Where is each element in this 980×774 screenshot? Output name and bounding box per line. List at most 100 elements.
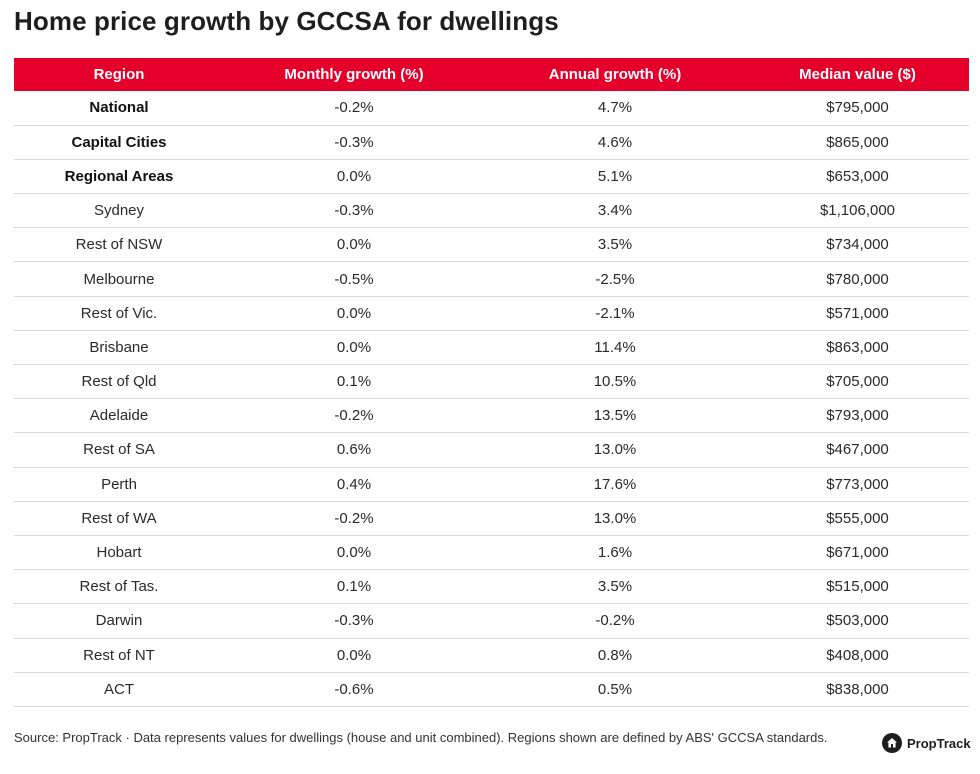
cell-monthly-growth: 0.6%: [336, 441, 372, 459]
cell-monthly-growth: -0.6%: [334, 680, 374, 698]
house-icon: [882, 733, 902, 753]
cell-median-value: $793,000: [826, 407, 889, 425]
column-header-monthly-growth: Monthly growth (%): [284, 66, 424, 83]
cell-annual-growth: 1.6%: [597, 544, 633, 562]
cell-annual-growth: 3.4%: [597, 202, 633, 220]
cell-region: Rest of NSW: [75, 236, 163, 254]
cell-region: ACT: [104, 680, 134, 698]
cell-monthly-growth: -0.2%: [334, 99, 374, 117]
cell-region: Rest of WA: [81, 509, 157, 527]
cell-median-value: $838,000: [826, 680, 889, 698]
cell-annual-growth: 3.5%: [597, 578, 633, 596]
cell-median-value: $515,000: [826, 578, 889, 596]
table-header-row: Region Monthly growth (%) Annual growth …: [14, 58, 969, 91]
cell-region: Regional Areas: [64, 167, 174, 185]
cell-median-value: $865,000: [826, 133, 889, 151]
cell-region: Perth: [101, 475, 137, 493]
table-row: Rest of Vic. 0.0% -2.1% $571,000: [14, 296, 969, 331]
cell-median-value: $1,106,000: [819, 202, 896, 220]
cell-monthly-growth: -0.2%: [334, 509, 374, 527]
cell-median-value: $571,000: [826, 304, 889, 322]
cell-median-value: $773,000: [826, 475, 889, 493]
table-row: Hobart 0.0% 1.6% $671,000: [14, 535, 969, 570]
table-row: Rest of NT 0.0% 0.8% $408,000: [14, 638, 969, 673]
cell-monthly-growth: -0.2%: [334, 407, 374, 425]
cell-median-value: $653,000: [826, 167, 889, 185]
cell-region: Darwin: [95, 612, 143, 630]
cell-median-value: $863,000: [826, 338, 889, 356]
table-row: Rest of WA -0.2% 13.0% $555,000: [14, 501, 969, 536]
page-title: Home price growth by GCCSA for dwellings: [14, 6, 559, 36]
growth-table-container: Region Monthly growth (%) Annual growth …: [14, 58, 969, 707]
cell-region: National: [89, 99, 149, 117]
cell-median-value: $795,000: [826, 99, 889, 117]
cell-annual-growth: 13.5%: [593, 407, 637, 425]
cell-monthly-growth: 0.0%: [336, 167, 372, 185]
column-header-annual-growth: Annual growth (%): [548, 66, 682, 83]
cell-annual-growth: -0.2%: [595, 612, 635, 630]
cell-region: Rest of NT: [83, 646, 155, 664]
table-row: Melbourne -0.5% -2.5% $780,000: [14, 262, 969, 297]
table-row: Capital Cities -0.3% 4.6% $865,000: [14, 125, 969, 160]
table-row: Sydney -0.3% 3.4% $1,106,000: [14, 194, 969, 228]
table-row: ACT -0.6% 0.5% $838,000: [14, 672, 969, 707]
cell-median-value: $671,000: [826, 544, 889, 562]
table-row: Rest of Qld 0.1% 10.5% $705,000: [14, 365, 969, 399]
cell-monthly-growth: 0.0%: [336, 646, 372, 664]
cell-annual-growth: 0.5%: [597, 680, 633, 698]
cell-annual-growth: 4.7%: [597, 99, 633, 117]
source-note: Source: PropTrack · Data represents valu…: [14, 730, 828, 745]
cell-annual-growth: 17.6%: [593, 475, 637, 493]
cell-monthly-growth: 0.4%: [336, 475, 372, 493]
cell-median-value: $555,000: [826, 509, 889, 527]
cell-monthly-growth: 0.0%: [336, 304, 372, 322]
cell-monthly-growth: 0.0%: [336, 236, 372, 254]
cell-monthly-growth: 0.1%: [336, 578, 372, 596]
table-row: National -0.2% 4.7% $795,000: [14, 91, 969, 126]
logo-text: PropTrack: [907, 735, 971, 751]
cell-median-value: $705,000: [826, 373, 889, 391]
cell-monthly-growth: -0.3%: [334, 202, 374, 220]
column-header-region: Region: [93, 66, 145, 83]
cell-annual-growth: 5.1%: [597, 167, 633, 185]
cell-annual-growth: 13.0%: [593, 509, 637, 527]
cell-median-value: $734,000: [826, 236, 889, 254]
cell-region: Rest of SA: [83, 441, 155, 459]
table-row: Brisbane 0.0% 11.4% $863,000: [14, 330, 969, 365]
cell-region: Rest of Tas.: [79, 578, 159, 596]
cell-annual-growth: 4.6%: [597, 133, 633, 151]
cell-region: Hobart: [96, 544, 142, 562]
cell-annual-growth: 13.0%: [593, 441, 637, 459]
cell-region: Adelaide: [89, 407, 149, 425]
cell-annual-growth: 3.5%: [597, 236, 633, 254]
column-header-median-value: Median value ($): [799, 66, 916, 83]
cell-monthly-growth: 0.1%: [336, 373, 372, 391]
cell-monthly-growth: -0.3%: [334, 133, 374, 151]
cell-region: Sydney: [93, 202, 145, 220]
cell-median-value: $467,000: [826, 441, 889, 459]
table-row: Perth 0.4% 17.6% $773,000: [14, 467, 969, 502]
cell-region: Brisbane: [89, 338, 149, 356]
cell-annual-growth: 10.5%: [593, 373, 637, 391]
table-body: National -0.2% 4.7% $795,000 Capital Cities -…: [14, 91, 969, 707]
table-row: Regional Areas 0.0% 5.1% $653,000: [14, 159, 969, 194]
cell-monthly-growth: -0.3%: [334, 612, 374, 630]
cell-region: Rest of Vic.: [80, 304, 158, 322]
cell-annual-growth: 0.8%: [597, 646, 633, 664]
cell-annual-growth: 11.4%: [594, 338, 636, 356]
cell-annual-growth: -2.1%: [595, 304, 635, 322]
proptrack-logo: PropTrack: [882, 733, 971, 753]
table-row: Rest of Tas. 0.1% 3.5% $515,000: [14, 570, 969, 604]
table-row: Rest of NSW 0.0% 3.5% $734,000: [14, 228, 969, 262]
cell-median-value: $408,000: [826, 646, 889, 664]
cell-median-value: $780,000: [826, 270, 889, 288]
cell-region: Capital Cities: [71, 133, 167, 151]
cell-region: Melbourne: [83, 270, 155, 288]
cell-median-value: $503,000: [826, 612, 889, 630]
cell-monthly-growth: 0.0%: [336, 544, 372, 562]
table-row: Adelaide -0.2% 13.5% $793,000: [14, 399, 969, 433]
table-row: Darwin -0.3% -0.2% $503,000: [14, 604, 969, 638]
growth-table: Region Monthly growth (%) Annual growth …: [14, 58, 969, 707]
cell-monthly-growth: -0.5%: [334, 270, 374, 288]
cell-annual-growth: -2.5%: [595, 270, 635, 288]
